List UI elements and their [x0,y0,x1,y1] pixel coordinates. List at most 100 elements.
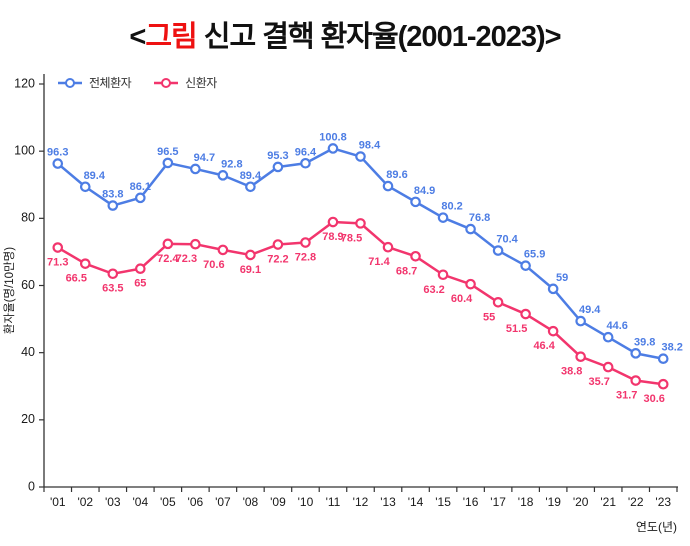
series-line-신환자 [56,220,665,386]
data-label-신환자: 78.9 [322,231,343,243]
data-label-신환자: 51.5 [506,323,527,335]
data-label-전체환자: 83.8 [102,189,123,201]
x-tick-label: '01 [50,495,66,509]
data-point-전체환자 [492,245,504,256]
data-label-전체환자: 94.7 [194,152,215,164]
x-tick-label: '02 [77,495,93,509]
data-point-전체환자 [300,157,311,169]
data-label-신환자: 68.7 [396,265,417,277]
data-label-신환자: 70.6 [203,259,224,271]
data-point-전체환자 [437,212,449,223]
x-tick-label: '15 [435,495,451,509]
data-label-신환자: 71.3 [47,257,68,269]
data-point-전체환자 [107,200,119,211]
data-label-전체환자: 98.4 [359,140,381,152]
data-point-전체환자 [602,331,614,343]
chart-title: <그림 신고 결핵 환자율(2001-2023)> [0,0,690,55]
data-point-전체환자 [52,158,64,169]
data-label-신환자: 72.8 [295,252,316,264]
y-tick-label: 120 [14,76,35,90]
y-tick-label: 20 [21,412,35,426]
data-point-신환자 [657,378,669,390]
data-label-신환자: 72.3 [176,253,197,265]
data-point-신환자 [300,237,311,248]
x-tick-label: '17 [490,495,506,509]
data-point-신환자 [382,241,394,253]
data-point-전체환자 [327,143,339,154]
data-point-전체환자 [382,180,394,192]
data-label-신환자: 35.7 [588,376,609,388]
data-point-전체환자 [272,161,284,173]
y-tick-label: 80 [21,211,35,225]
x-tick-label: '13 [380,495,396,509]
data-label-전체환자: 70.4 [496,234,518,246]
x-tick-label: '07 [215,495,231,509]
data-label-전체환자: 96.3 [47,147,68,159]
data-point-전체환자 [135,192,146,204]
x-tick-label: '12 [353,495,369,509]
legend-line-marker-icon [154,77,179,88]
legend-item-new-patients: 신환자 [153,74,217,91]
data-point-신환자 [355,218,366,229]
data-point-신환자 [52,242,64,253]
data-label-신환자: 66.5 [66,273,87,285]
data-label-전체환자: 44.6 [606,320,627,332]
legend-label-total-patients: 전체환자 [89,76,132,90]
x-tick-label: '11 [326,495,341,509]
data-point-신환자 [547,325,559,337]
data-point-전체환자 [162,157,174,169]
data-label-신환자: 31.7 [616,390,637,402]
data-label-전체환자: 89.6 [386,169,407,181]
data-point-신환자 [79,258,91,269]
data-point-신환자 [437,269,449,281]
data-label-신환자: 63.2 [423,284,444,296]
data-point-신환자 [107,268,119,280]
x-axis-title: 연도(년) [636,520,677,534]
data-point-신환자 [602,361,614,373]
legend: 전체환자 신환자 [57,74,217,91]
data-label-전체환자: 84.9 [414,185,435,197]
data-point-신환자 [217,244,229,256]
data-label-전체환자: 100.8 [319,131,347,143]
data-point-전체환자 [465,223,476,235]
data-point-전체환자 [245,181,256,193]
data-label-신환자: 55 [483,311,495,323]
legend-label-new-patients: 신환자 [185,76,217,90]
data-label-신환자: 72.2 [267,254,288,266]
data-point-신환자 [190,238,201,250]
y-tick-label: 100 [14,143,35,157]
data-label-신환자: 38.8 [561,366,582,378]
data-label-신환자: 46.4 [533,340,555,352]
data-point-전체환자 [410,196,421,208]
chart-title-accent: 그림 [145,21,197,53]
data-point-신환자 [245,249,256,261]
x-tick-label: '20 [573,495,589,509]
legend-line-marker-icon [58,77,82,88]
data-label-전체환자: 95.3 [267,150,288,162]
data-point-전체환자 [79,181,91,193]
data-label-신환자: 72.4 [157,253,179,265]
data-label-신환자: 78.5 [341,232,362,244]
data-point-신환자 [135,263,146,275]
data-label-전체환자: 92.8 [221,158,242,170]
data-label-신환자: 60.4 [451,293,473,305]
data-label-전체환자: 80.2 [441,201,462,213]
x-tick-label: '08 [243,495,259,509]
chart-title-bracket: < [129,21,146,53]
data-label-신환자: 65 [134,278,146,290]
x-tick-label: '23 [655,495,671,509]
data-label-신환자: 69.1 [240,264,261,276]
data-point-전체환자 [657,353,669,365]
data-label-전체환자: 59 [556,272,568,284]
x-tick-label: '22 [628,495,644,509]
x-tick-label: '10 [298,495,314,509]
data-point-신환자 [630,375,642,386]
legend-item-total-patients: 전체환자 [57,74,132,91]
data-point-신환자 [520,308,531,320]
data-label-전체환자: 38.2 [662,342,683,354]
data-point-신환자 [492,296,504,308]
data-label-전체환자: 86.1 [130,181,151,193]
tb-patient-rate-line-chart: 0 20 40 60 80 100 120 '01 '02 '03 '04 '05 '06 '07 '08 '… [3,74,683,534]
data-point-신환자 [465,278,476,290]
